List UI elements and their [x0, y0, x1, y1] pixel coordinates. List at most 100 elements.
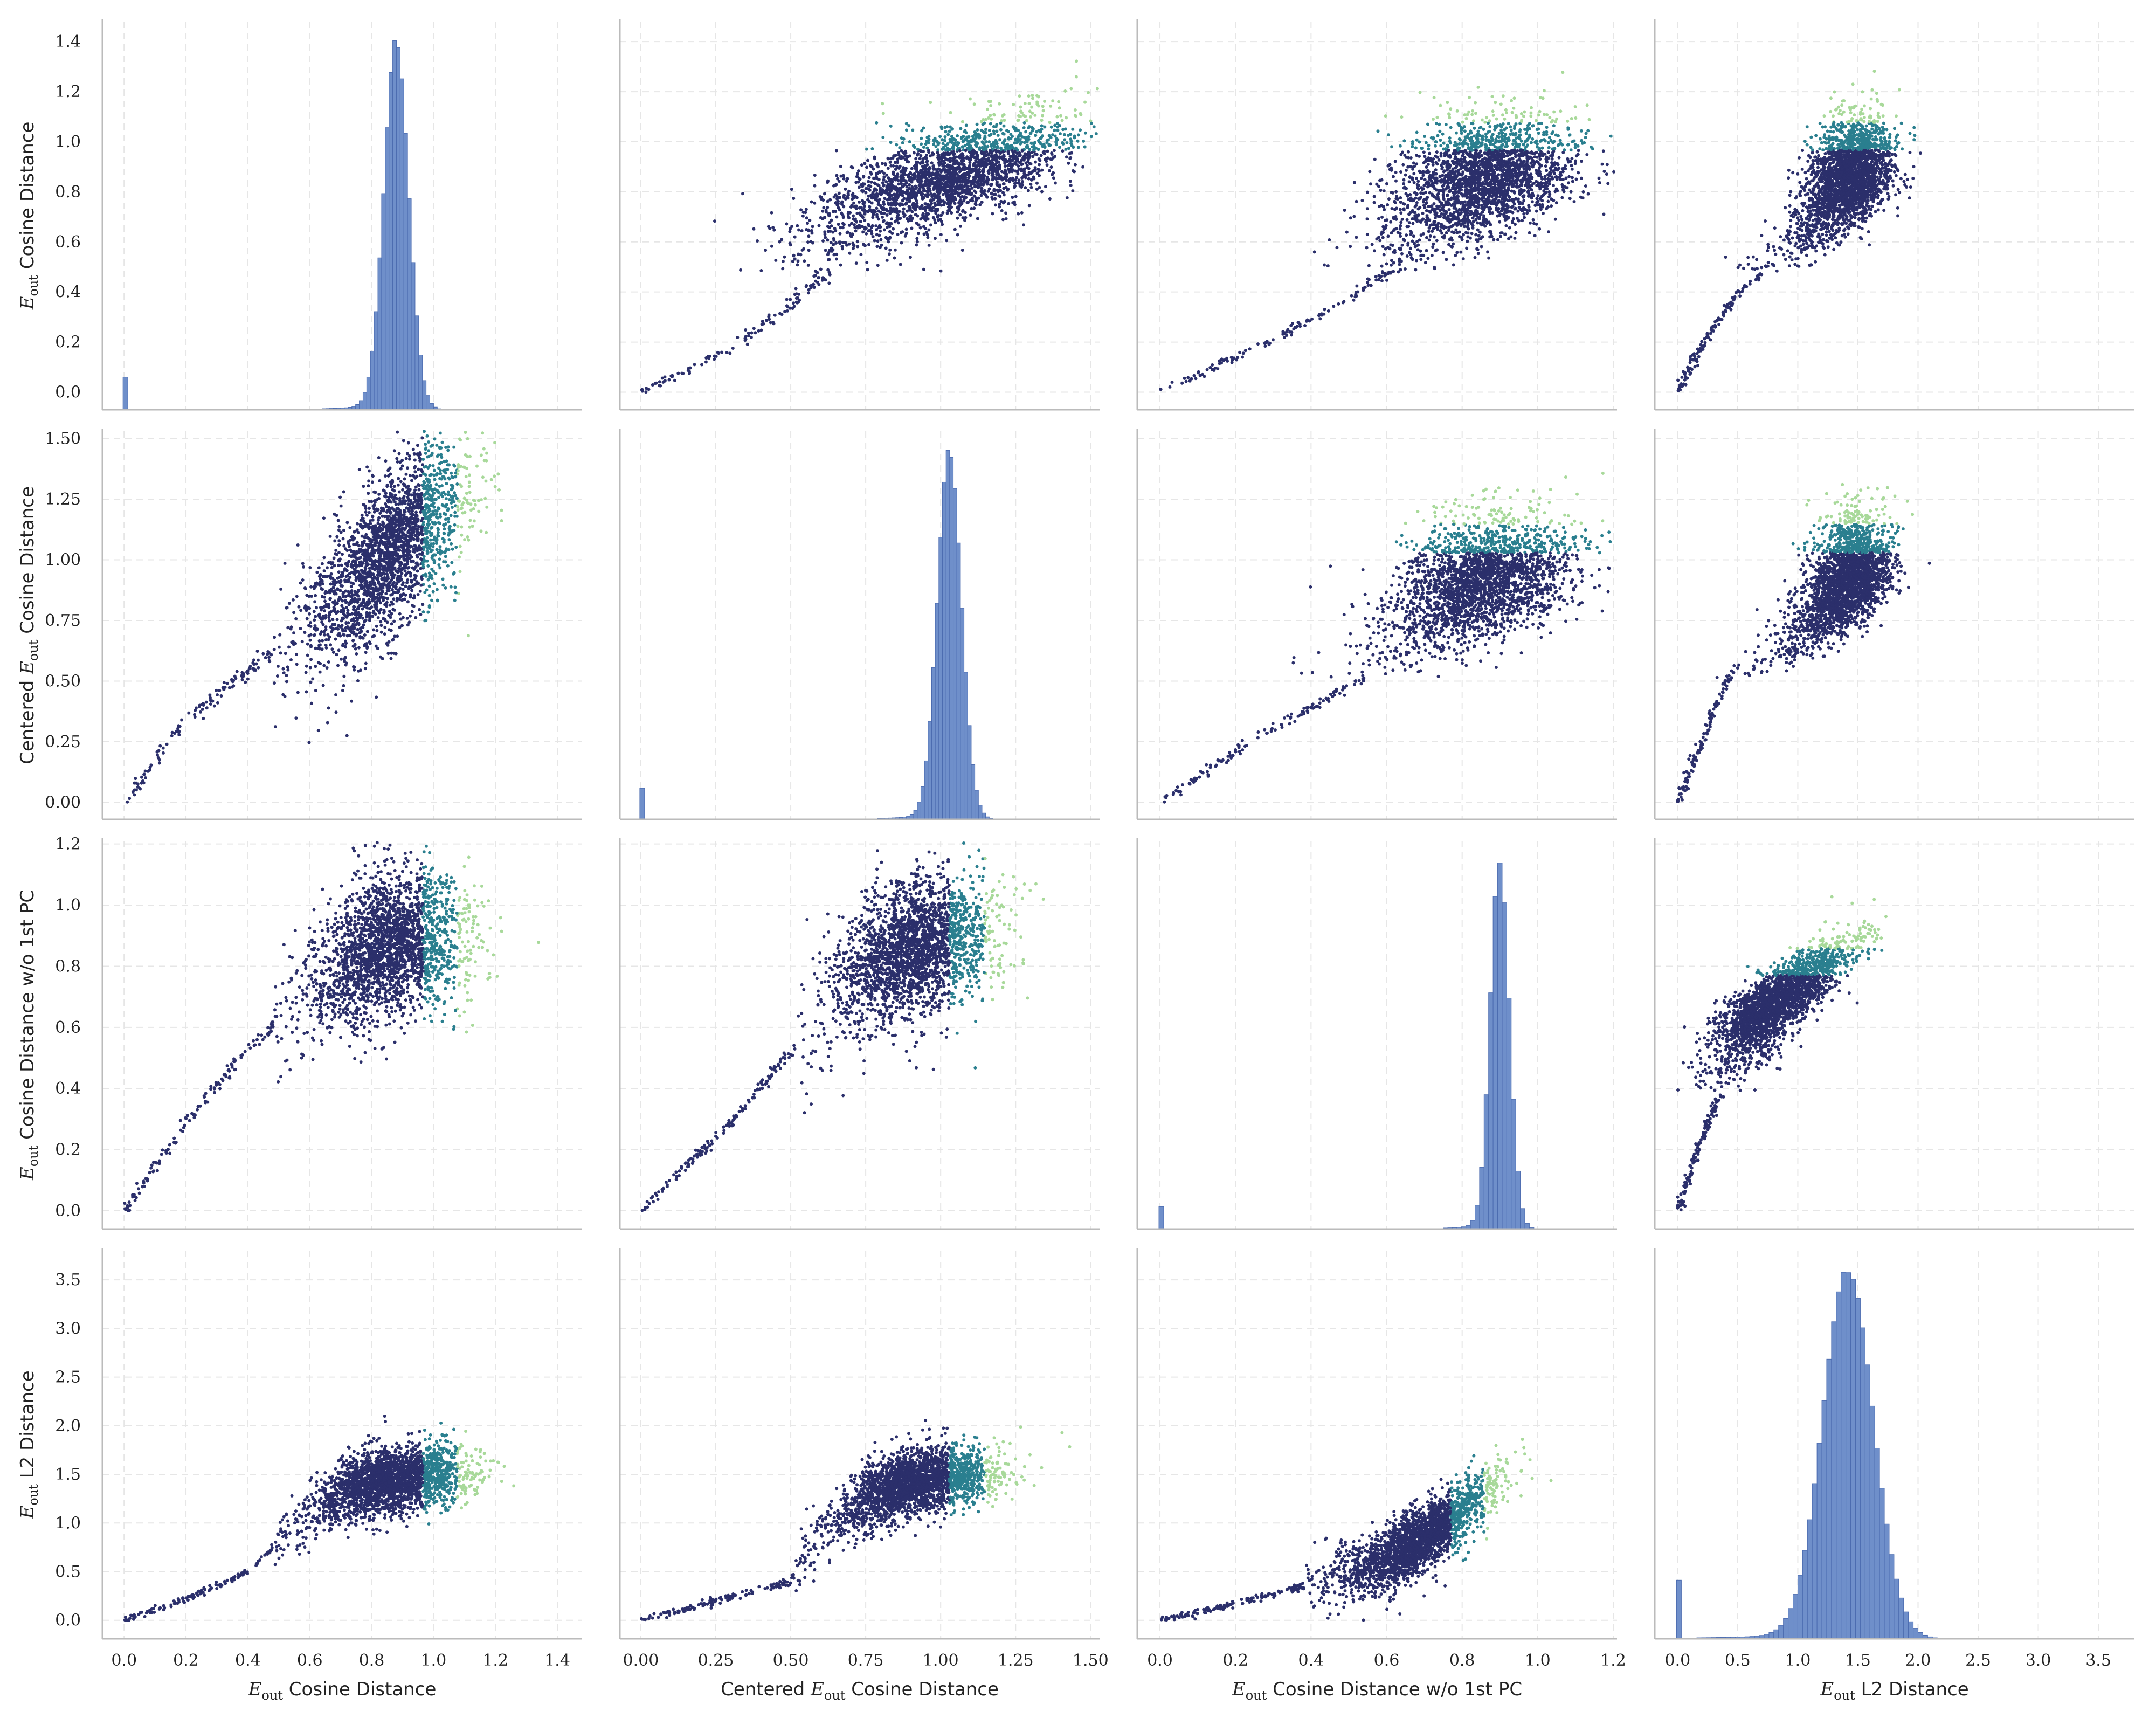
- scatter-point: [817, 276, 820, 279]
- scatter-point: [961, 249, 964, 252]
- scatter-point: [956, 134, 959, 137]
- scatter-point: [940, 127, 943, 130]
- scatter-point: [896, 233, 900, 236]
- scatter-point: [1087, 91, 1090, 94]
- scatter-point: [970, 187, 973, 190]
- scatter-point: [915, 199, 918, 202]
- histogram-bar: [378, 258, 382, 410]
- scatter-point: [898, 146, 901, 149]
- histogram-bar: [363, 392, 367, 410]
- scatter-point: [997, 190, 1000, 193]
- scatter-point: [1004, 168, 1007, 171]
- scatter-point: [997, 134, 1000, 137]
- scatter-point: [839, 175, 842, 178]
- scatter-point: [1041, 114, 1044, 117]
- scatter-point: [1004, 211, 1007, 215]
- scatter-point: [1035, 94, 1039, 97]
- scatter-point: [1064, 148, 1067, 151]
- scatter-point: [875, 206, 878, 210]
- scatter-point: [806, 240, 810, 244]
- scatter-point: [750, 331, 754, 334]
- scatter-point: [960, 162, 964, 165]
- scatter-point: [901, 203, 904, 206]
- scatter-point: [956, 217, 959, 220]
- histogram-bar: [389, 72, 393, 410]
- scatter-point: [813, 184, 816, 188]
- histogram-bar: [370, 351, 374, 410]
- scatter-point: [870, 232, 873, 236]
- scatter-point: [892, 154, 895, 157]
- scatter-point: [1007, 202, 1010, 205]
- scatter-point: [913, 151, 916, 155]
- scatter-point: [978, 203, 982, 206]
- scatter-point: [848, 252, 851, 255]
- scatter-point: [889, 157, 893, 160]
- scatter-point: [882, 212, 886, 215]
- scatter-point: [1066, 196, 1069, 199]
- histogram-bar: [407, 199, 411, 410]
- scatter-point: [752, 227, 755, 231]
- scatter-point: [754, 331, 757, 334]
- scatter-point: [797, 229, 800, 232]
- scatter-point: [846, 177, 849, 180]
- scatter-point: [1055, 115, 1059, 119]
- scatter-point: [1024, 130, 1027, 133]
- scatter-point: [969, 198, 972, 202]
- scatter-point: [764, 249, 767, 252]
- scatter-point: [973, 102, 976, 106]
- scatter-point: [812, 274, 816, 278]
- scatter-point: [857, 169, 860, 172]
- scatter-point: [960, 136, 963, 139]
- scatter-point: [1018, 94, 1021, 98]
- scatter-point: [807, 234, 810, 238]
- scatter-point: [841, 226, 845, 229]
- scatter-point: [785, 304, 789, 307]
- scatter-point: [826, 206, 829, 209]
- scatter-point: [882, 112, 885, 115]
- scatter-point: [944, 130, 948, 133]
- scatter-point: [994, 203, 997, 206]
- scatter-point: [941, 138, 944, 141]
- scatter-point: [873, 181, 876, 184]
- scatter-point: [1071, 189, 1074, 192]
- scatter-point: [874, 224, 877, 227]
- scatter-point: [908, 140, 911, 143]
- scatter-point: [1048, 169, 1051, 172]
- scatter-point: [946, 133, 950, 136]
- scatter-point: [803, 259, 806, 263]
- scatter-point: [821, 210, 824, 213]
- scatter-point: [852, 217, 855, 220]
- scatter-point: [1048, 121, 1052, 124]
- scatter-point: [1028, 204, 1031, 207]
- scatter-point: [1028, 171, 1031, 174]
- scatter-point: [1016, 119, 1019, 122]
- scatter-point: [986, 108, 989, 111]
- scatter-point: [885, 174, 888, 177]
- scatter-point: [1031, 155, 1034, 158]
- scatter-point: [792, 301, 795, 305]
- scatter-point: [915, 237, 918, 240]
- scatter-point: [872, 235, 875, 238]
- scatter-point: [858, 201, 861, 204]
- scatter-point: [953, 228, 957, 231]
- scatter-point: [658, 380, 661, 383]
- scatter-point: [949, 111, 952, 114]
- scatter-point: [938, 135, 942, 138]
- scatter-point: [1065, 155, 1068, 158]
- scatter-point: [1034, 161, 1037, 164]
- scatter-point: [826, 238, 829, 242]
- scatter-point: [907, 124, 910, 127]
- scatter-point: [916, 215, 919, 218]
- scatter-point: [669, 374, 673, 377]
- scatter-point: [1041, 105, 1045, 108]
- scatter-point: [789, 307, 792, 310]
- scatter-point: [970, 207, 973, 210]
- scatter-point: [859, 253, 862, 256]
- scatter-point: [900, 241, 903, 244]
- scatter-point: [645, 387, 648, 390]
- scatter-point: [1025, 119, 1028, 122]
- scatter-point: [949, 160, 952, 163]
- scatter-point: [982, 123, 985, 126]
- scatter-point: [673, 379, 676, 382]
- histogram-bar: [411, 263, 415, 410]
